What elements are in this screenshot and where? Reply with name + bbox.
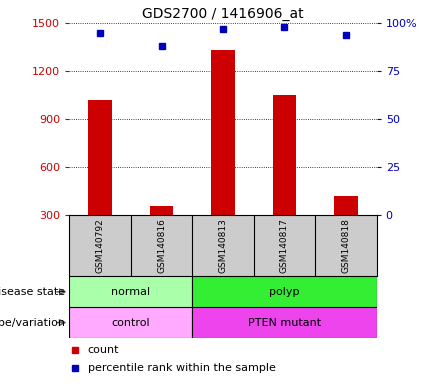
Bar	[69, 307, 192, 338]
Text: disease state: disease state	[0, 287, 65, 297]
Text: control: control	[111, 318, 150, 328]
Text: GSM140813: GSM140813	[219, 218, 227, 273]
Bar	[88, 100, 112, 215]
Text: normal: normal	[111, 287, 150, 297]
Text: percentile rank within the sample: percentile rank within the sample	[88, 363, 275, 373]
Bar	[69, 276, 192, 307]
Bar	[334, 196, 358, 215]
Text: GSM140817: GSM140817	[280, 218, 289, 273]
Text: polyp: polyp	[269, 287, 300, 297]
Text: GSM140792: GSM140792	[96, 218, 104, 273]
Text: PTEN mutant: PTEN mutant	[248, 318, 321, 328]
Bar	[211, 50, 235, 215]
Bar	[150, 206, 173, 215]
Text: count: count	[88, 345, 119, 355]
Text: genotype/variation: genotype/variation	[0, 318, 65, 328]
Bar	[273, 95, 296, 215]
Bar	[192, 276, 377, 307]
Text: GSM140818: GSM140818	[342, 218, 350, 273]
Text: GSM140816: GSM140816	[157, 218, 166, 273]
Bar	[192, 307, 377, 338]
Title: GDS2700 / 1416906_at: GDS2700 / 1416906_at	[142, 7, 304, 21]
